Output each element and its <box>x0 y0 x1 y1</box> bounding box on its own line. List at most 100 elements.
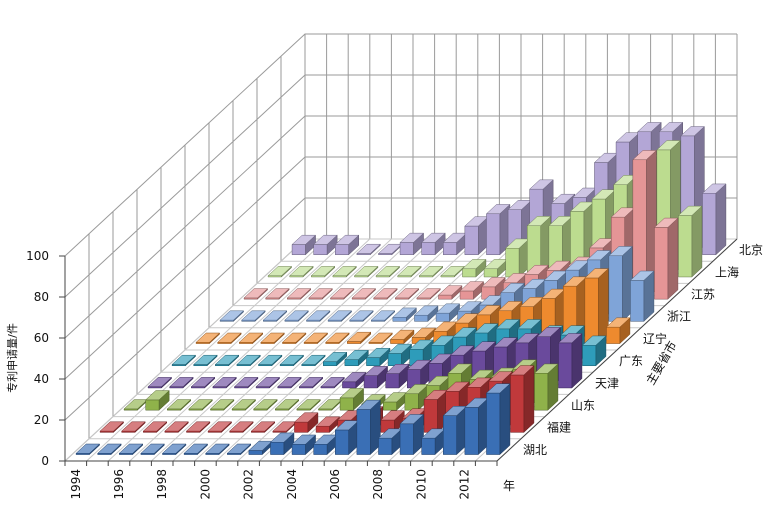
bar-top <box>301 354 326 365</box>
bar-top <box>171 354 197 365</box>
bar-top <box>701 183 727 194</box>
bar-top <box>255 377 281 387</box>
bar-top <box>315 416 341 427</box>
bar-top <box>332 266 357 276</box>
bar-湖北-2008 <box>377 428 403 456</box>
bar-front <box>339 397 354 411</box>
bar-top <box>363 366 389 376</box>
bar-top <box>514 333 540 344</box>
bar-top <box>229 421 254 432</box>
x-tick-label: 1998 <box>155 469 169 500</box>
bar-front <box>313 444 328 455</box>
bar-top <box>389 329 415 340</box>
bar-top <box>344 350 369 360</box>
bar-福建-2000 <box>229 421 254 433</box>
bar-湖北-1997 <box>140 443 165 456</box>
bar-top <box>320 377 345 387</box>
bar-湖北-2005 <box>313 434 338 456</box>
bar-top <box>500 283 525 293</box>
bars-group <box>75 121 727 456</box>
bar-辽宁-1999 <box>303 332 329 345</box>
bar-top <box>298 377 324 387</box>
bar-front <box>342 381 357 389</box>
bar-山东-1994 <box>123 399 149 411</box>
bar-front <box>606 326 621 344</box>
bar-福建-2001 <box>250 421 276 433</box>
bar-上海-2000 <box>397 265 422 278</box>
bar-front <box>294 421 309 433</box>
bar-北京-2000 <box>421 232 446 256</box>
bar-top <box>291 434 317 445</box>
bar-天津-2001 <box>298 376 324 389</box>
bar-北京-2003 <box>485 203 511 256</box>
bar-浙江-1999 <box>327 310 353 322</box>
bar-top <box>269 432 295 443</box>
bar-江苏-2002 <box>416 288 441 300</box>
bar-辽宁-1998 <box>281 332 307 345</box>
bar-top <box>373 288 398 299</box>
x-tick-label: 2002 <box>242 469 256 500</box>
bar-top <box>461 259 487 270</box>
bar-top <box>241 310 266 321</box>
bar-top <box>97 443 122 454</box>
bar-广东-1995 <box>193 354 218 367</box>
bar-top <box>586 250 612 261</box>
bar-top <box>274 399 300 410</box>
bar-top <box>653 217 679 228</box>
bar-top <box>466 377 492 388</box>
bar-湖北-2011 <box>442 405 468 456</box>
bar-top <box>457 301 482 312</box>
bar-front <box>443 415 457 455</box>
bar-front <box>344 359 359 367</box>
bar-山东-1995 <box>145 390 170 411</box>
bar-top <box>473 323 499 334</box>
bar-front <box>678 215 693 278</box>
bar-福建-2003 <box>293 412 319 433</box>
bar-top <box>140 443 165 454</box>
bar-江苏-1994 <box>243 288 269 300</box>
bar-top <box>632 150 657 161</box>
bar-浙江-2013 <box>629 270 655 322</box>
y-tick-label: 60 <box>34 331 49 345</box>
bar-top <box>437 285 463 296</box>
y-tick-label: 20 <box>34 413 49 427</box>
bar-top <box>584 268 609 279</box>
bar-front <box>378 437 393 455</box>
bar-top <box>185 421 211 432</box>
bar-top <box>212 377 237 387</box>
bar-top <box>399 232 425 243</box>
bar-front <box>347 341 361 344</box>
bar-top <box>421 232 446 243</box>
bar-湖北-1999 <box>183 443 209 456</box>
bar-top <box>214 354 240 365</box>
bar-top <box>267 266 293 276</box>
bar-北京-1994 <box>291 234 317 256</box>
bar-湖北-1994 <box>75 443 101 456</box>
bar-front <box>630 280 645 322</box>
bar-江苏-2001 <box>394 288 420 300</box>
bar-top <box>296 399 321 410</box>
bar-front <box>335 244 349 256</box>
bar-top <box>260 332 285 343</box>
bar-湖北-2007 <box>356 399 381 456</box>
bar-top <box>495 319 521 330</box>
bar-front <box>315 425 330 433</box>
z-tick-label: 上海 <box>715 264 739 279</box>
bar-top <box>265 288 290 299</box>
y-axis-title: 专利申请量/件 <box>5 323 19 393</box>
bar-top <box>365 347 391 358</box>
bar-front <box>392 317 407 322</box>
bar-top <box>368 332 393 343</box>
bar-top <box>238 332 264 343</box>
bar-山东-1997 <box>188 399 213 411</box>
bar-辽宁-2002 <box>368 332 393 345</box>
bar-湖北-2010 <box>421 428 446 456</box>
bar-山东-2003 <box>317 399 343 411</box>
bar-top <box>236 354 261 365</box>
bar-top <box>207 421 233 432</box>
bar-北京-1999 <box>399 232 425 256</box>
bar-福建-2002 <box>272 421 297 433</box>
bar-top <box>351 288 377 299</box>
bar-top <box>209 399 235 410</box>
bar-天津-1999 <box>255 376 281 389</box>
